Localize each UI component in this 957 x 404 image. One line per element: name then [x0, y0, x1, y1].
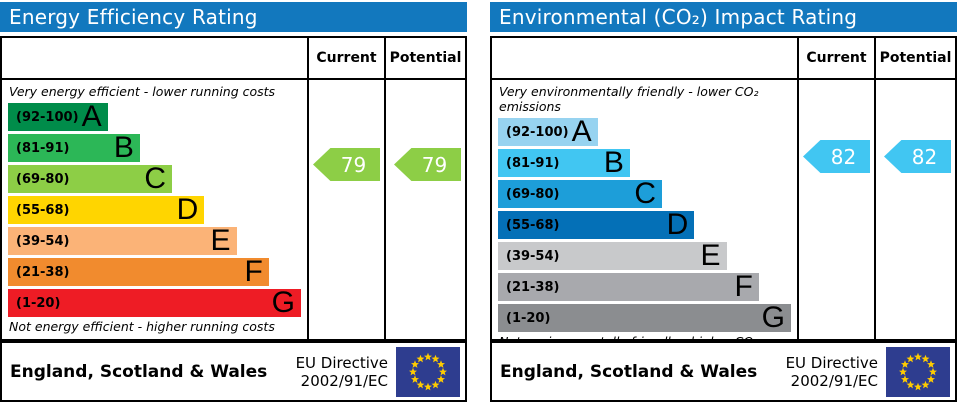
band-letter: A	[81, 100, 102, 133]
table-corner-cell	[492, 38, 797, 80]
potential-rating-value: 79	[421, 152, 448, 177]
potential-rating-cell: 79	[384, 80, 465, 339]
energy-title-bar: Energy Efficiency Rating	[0, 2, 467, 32]
panel-title: Environmental (CO₂) Impact Rating	[499, 5, 858, 29]
band-f: (21-38) F	[498, 270, 759, 303]
band-g: (1-20) G	[8, 286, 301, 319]
band-e: (39-54) E	[8, 224, 237, 257]
band-letter: E	[700, 239, 721, 272]
energy-rating-table: Current Potential Very energy efficient …	[0, 36, 467, 341]
band-range: (39-54)	[506, 248, 560, 264]
environmental-rating-table: Current Potential Very environmentally f…	[490, 36, 957, 341]
band-letter: F	[734, 270, 753, 303]
environmental-impact-panel: Environmental (CO₂) Impact Rating Curren…	[490, 2, 957, 402]
potential-column-header: Potential	[384, 38, 465, 80]
band-range: (69-80)	[16, 171, 70, 187]
current-rating-value: 82	[830, 144, 857, 169]
band-range: (21-38)	[16, 264, 70, 280]
caption-bottom: Not environmentally friendly - higher CO…	[492, 332, 797, 339]
band-range: (39-54)	[16, 233, 70, 249]
caption-top: Very environmentally friendly - lower CO…	[499, 84, 759, 114]
table-corner-cell	[2, 38, 307, 80]
bands-area: Very environmentally friendly - lower CO…	[492, 80, 797, 339]
eu-directive-line1: EU Directive	[785, 353, 878, 372]
footer: England, Scotland & Wales EU Directive 2…	[0, 341, 467, 402]
band-letter: B	[603, 146, 624, 179]
potential-rating-value: 82	[911, 144, 938, 169]
band-range: (55-68)	[16, 202, 70, 218]
panel-title: Energy Efficiency Rating	[9, 5, 258, 29]
band-range: (21-38)	[506, 279, 560, 295]
band-range: (81-91)	[16, 140, 70, 156]
band-d: (55-68) D	[8, 193, 205, 226]
band-letter: B	[113, 131, 134, 164]
band-a: (92-100) A	[498, 115, 598, 148]
band-range: (69-80)	[506, 186, 560, 202]
band-letter: G	[271, 286, 295, 319]
current-rating-arrow: 82	[803, 140, 870, 173]
band-range: (55-68)	[506, 217, 560, 233]
potential-column-header: Potential	[874, 38, 955, 80]
eu-directive-line2: 2002/91/EC	[300, 371, 388, 390]
potential-rating-cell: 82	[874, 80, 955, 339]
band-range: (92-100)	[506, 124, 569, 140]
band-letter: E	[210, 224, 231, 257]
band-g: (1-20) G	[498, 301, 791, 334]
band-letter: D	[666, 208, 689, 241]
footer: England, Scotland & Wales EU Directive 2…	[490, 341, 957, 402]
energy-efficiency-panel: Energy Efficiency Rating Current Potenti…	[0, 2, 467, 402]
rating-bands: (92-100) A (81-91) B (69-80) C (55-68) D	[492, 115, 797, 334]
caption-top: Very energy efficient - lower running co…	[9, 84, 276, 99]
band-d: (55-68) D	[498, 208, 695, 241]
band-letter: D	[176, 193, 199, 226]
eu-directive-label: EU Directive 2002/91/EC	[786, 354, 886, 390]
band-letter: C	[144, 162, 167, 195]
band-range: (92-100)	[16, 109, 79, 125]
potential-rating-arrow: 79	[394, 148, 461, 181]
band-range: (1-20)	[506, 310, 551, 326]
current-column-header: Current	[307, 38, 384, 80]
band-c: (69-80) C	[8, 162, 173, 195]
band-range: (1-20)	[16, 295, 61, 311]
band-letter: F	[244, 255, 263, 288]
eu-directive-label: EU Directive 2002/91/EC	[296, 354, 396, 390]
caption-bottom: Not energy efficient - higher running co…	[9, 319, 275, 334]
current-rating-cell: 79	[307, 80, 384, 339]
eu-flag-icon	[396, 346, 460, 397]
potential-rating-arrow: 82	[884, 140, 951, 173]
band-b: (81-91) B	[498, 146, 630, 179]
rating-bands: (92-100) A (81-91) B (69-80) C (55-68) D	[2, 100, 307, 319]
region-label: England, Scotland & Wales	[500, 361, 758, 382]
band-b: (81-91) B	[8, 131, 140, 164]
band-e: (39-54) E	[498, 239, 727, 272]
band-f: (21-38) F	[8, 255, 269, 288]
bands-area: Very energy efficient - lower running co…	[2, 80, 307, 339]
band-c: (69-80) C	[498, 177, 663, 210]
eu-directive-line2: 2002/91/EC	[790, 371, 878, 390]
current-rating-value: 79	[340, 152, 367, 177]
band-letter: A	[571, 115, 592, 148]
current-column-header: Current	[797, 38, 874, 80]
region-label: England, Scotland & Wales	[10, 361, 268, 382]
band-letter: G	[761, 301, 785, 334]
current-rating-cell: 82	[797, 80, 874, 339]
eu-flag-icon	[886, 346, 950, 397]
band-a: (92-100) A	[8, 100, 108, 133]
environmental-title-bar: Environmental (CO₂) Impact Rating	[490, 2, 957, 32]
band-letter: C	[634, 177, 657, 210]
eu-directive-line1: EU Directive	[295, 353, 388, 372]
band-range: (81-91)	[506, 155, 560, 171]
current-rating-arrow: 79	[313, 148, 380, 181]
